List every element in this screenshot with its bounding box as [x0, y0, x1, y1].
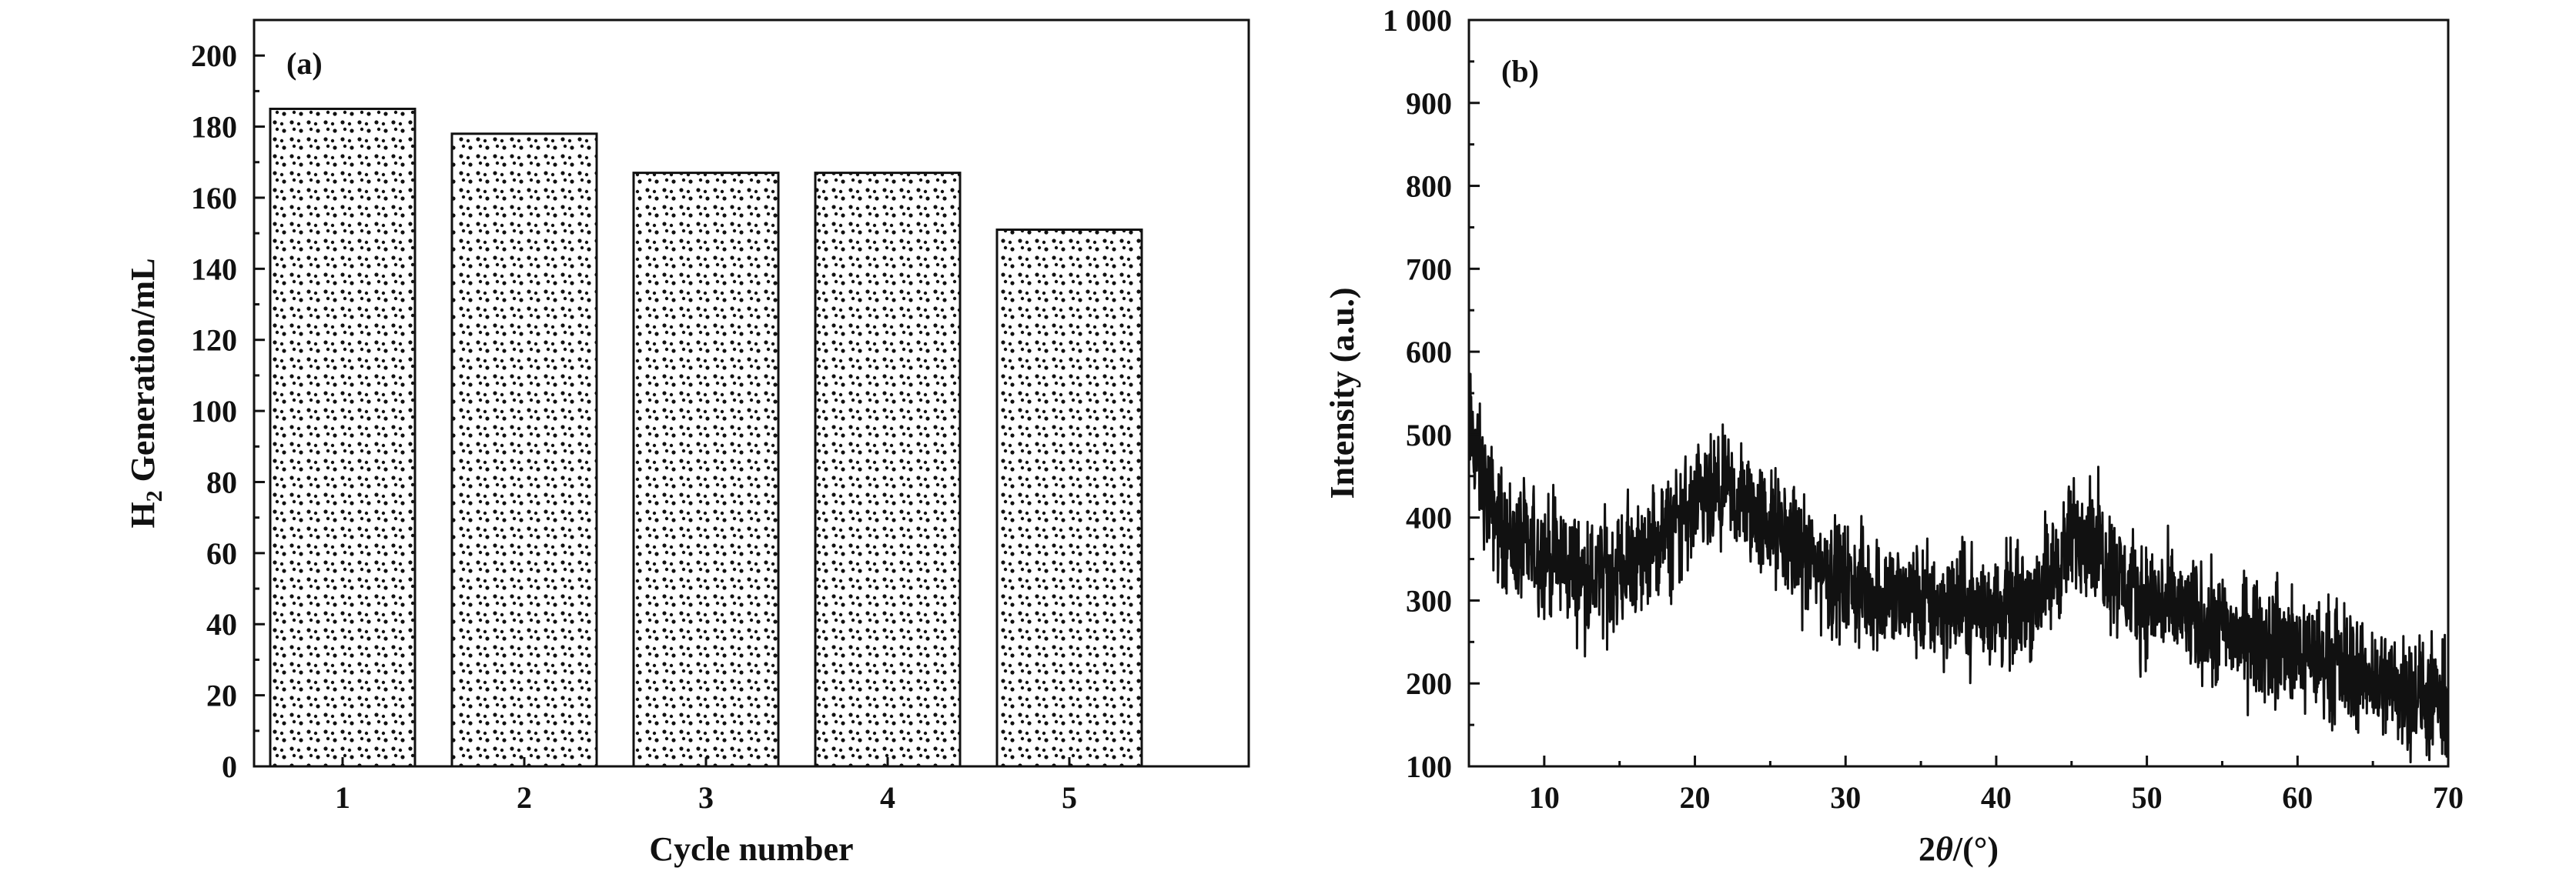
- plot-frame-a: [253, 18, 1250, 768]
- x-tick-label: 20: [1680, 780, 1711, 815]
- y-tick-label: 600: [1406, 335, 1452, 369]
- y-tick-label: 80: [206, 465, 237, 499]
- y-tick-label: 400: [1406, 501, 1452, 536]
- y-axis-a: 0 20 40 60 80 100 120 140 160 180 200: [191, 38, 265, 784]
- y-tick-label: 60: [206, 536, 237, 571]
- y-axis-title-a: H2 Generation/mL: [124, 258, 167, 528]
- bar-chart-panel: 0 20 40 60 80 100 120 140 160 180 200 1 2 3 4 5 (a) Cy…: [124, 18, 1250, 868]
- x-tick-label: 5: [1062, 780, 1077, 815]
- x-tick-label: 4: [880, 780, 895, 815]
- y-tick-label: 200: [1406, 666, 1452, 701]
- y-tick-label: 100: [1406, 749, 1452, 784]
- x-axis-b: 10 20 30 40 50 60 70: [1467, 756, 2464, 815]
- y-tick-label: 0: [222, 749, 237, 784]
- x-tick-label: 30: [1830, 780, 1861, 815]
- y-axis-title-b: Intensity (a.u.): [1323, 287, 1361, 499]
- x-axis-title-b: 2θ/(°): [1919, 830, 1999, 868]
- x-axis-a: 1 2 3 4 5: [335, 757, 1077, 815]
- x-tick-label: 50: [2132, 780, 2163, 815]
- y-tick-label: 200: [191, 38, 237, 73]
- x-tick-label: 2: [517, 780, 532, 815]
- x-axis-title-a: Cycle number: [649, 830, 853, 868]
- x-tick-label: 40: [1981, 780, 2012, 815]
- y-tick-label: 300: [1406, 583, 1452, 618]
- y-tick-label: 20: [206, 679, 237, 713]
- bar: [814, 172, 962, 768]
- bar: [269, 107, 417, 768]
- panel-label-b: (b): [1501, 54, 1539, 88]
- bar-series: [269, 107, 1143, 768]
- x-tick-label: 10: [1529, 780, 1560, 815]
- y-axis-b: 100 200 300 400 500 600 700 800 900 1 000: [1383, 3, 1480, 784]
- panel-label-a: (a): [286, 46, 323, 81]
- xrd-series-line: [1467, 372, 2450, 764]
- y-tick-label: 500: [1406, 418, 1452, 452]
- x-tick-label: 60: [2282, 780, 2313, 815]
- x-tick-label: 1: [335, 780, 350, 815]
- y-tick-label: 800: [1406, 169, 1452, 204]
- bar: [995, 229, 1143, 768]
- y-tick-label: 160: [191, 181, 237, 215]
- line-chart-panel: 100 200 300 400 500 600 700 800 900 1 000 10 20 30 4…: [1323, 3, 2464, 868]
- x-tick-label: 3: [698, 780, 714, 815]
- y-tick-label: 1 000: [1383, 3, 1452, 38]
- y-tick-label: 180: [191, 110, 237, 145]
- bar: [632, 172, 780, 768]
- y-tick-label: 140: [191, 252, 237, 286]
- y-tick-label: 120: [191, 323, 237, 358]
- bar: [450, 132, 598, 768]
- y-tick-label: 900: [1406, 86, 1452, 121]
- y-tick-label: 100: [191, 394, 237, 429]
- y-tick-label: 40: [206, 607, 237, 642]
- x-tick-label: 70: [2433, 780, 2464, 815]
- y-tick-label: 700: [1406, 252, 1452, 286]
